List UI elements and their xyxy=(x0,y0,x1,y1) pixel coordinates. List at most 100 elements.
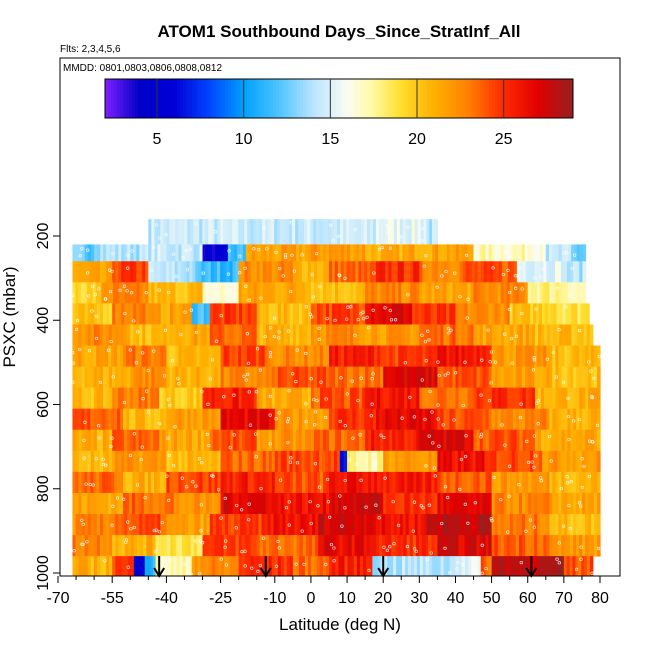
colorbar-swatch xyxy=(555,79,559,118)
heatmap-cell xyxy=(362,387,366,410)
sample-point xyxy=(579,545,583,549)
heatmap-cell xyxy=(310,408,315,431)
heatmap-cell xyxy=(428,429,432,452)
heatmap-cell xyxy=(356,345,360,367)
heatmap-cell xyxy=(229,535,234,557)
x-tick-label: 0 xyxy=(306,590,315,607)
heatmap-cell xyxy=(226,408,231,431)
heatmap-cell xyxy=(449,450,453,473)
heatmap-cell xyxy=(428,261,433,283)
heatmap-cell xyxy=(178,345,183,367)
heatmap-cell xyxy=(156,429,160,452)
sample-point xyxy=(475,571,480,575)
heatmap-cell xyxy=(205,366,210,389)
heatmap-cell xyxy=(220,535,225,557)
heatmap-cell xyxy=(385,535,389,557)
heatmap-cell xyxy=(103,556,107,576)
heatmap-cell xyxy=(154,324,158,346)
heatmap-cell xyxy=(193,244,198,262)
heatmap-cell xyxy=(242,244,247,262)
heatmap-cell xyxy=(383,244,388,262)
sample-point xyxy=(91,483,95,487)
heatmap-cell xyxy=(422,261,427,283)
heatmap-cell xyxy=(360,514,365,536)
heatmap-cell xyxy=(571,244,575,262)
heatmap-cell xyxy=(103,303,107,325)
heatmap-cell xyxy=(111,345,115,367)
heatmap-cell xyxy=(138,429,143,452)
sample-point xyxy=(302,562,306,567)
heatmap-cell xyxy=(250,535,255,557)
heatmap-cell xyxy=(247,556,252,576)
heatmap-cell xyxy=(579,492,583,515)
sample-point xyxy=(254,390,259,394)
sample-point xyxy=(514,286,518,290)
heatmap-cell xyxy=(431,387,435,410)
heatmap-cell xyxy=(581,450,586,473)
sample-point xyxy=(428,389,432,394)
heatmap-cell xyxy=(584,556,588,576)
heatmap-cell xyxy=(247,303,252,325)
heatmap-cell xyxy=(356,471,360,494)
heatmap-cell xyxy=(304,345,309,367)
heatmap-cell xyxy=(112,450,116,473)
colorbar-swatch xyxy=(330,79,334,118)
heatmap-cell xyxy=(169,219,173,245)
heatmap-cell xyxy=(280,219,284,245)
heatmap-cell xyxy=(190,535,195,557)
sample-point xyxy=(443,546,447,551)
heatmap-cell xyxy=(310,492,315,515)
sample-point xyxy=(207,443,211,448)
heatmap-cell xyxy=(458,492,463,515)
heatmap-cell xyxy=(93,387,98,410)
heatmap-cell xyxy=(157,324,161,346)
heatmap-cell xyxy=(539,303,543,325)
heatmap-cell xyxy=(438,244,442,262)
heatmap-cell xyxy=(576,345,580,367)
heatmap-cell xyxy=(383,450,387,473)
heatmap-cell xyxy=(578,556,582,576)
heatmap-cell xyxy=(321,535,325,557)
heatmap-cell xyxy=(375,261,380,283)
heatmap-cell xyxy=(503,303,508,325)
colorbar-swatch xyxy=(111,79,115,118)
sample-point xyxy=(430,410,434,414)
sample-point xyxy=(304,419,308,424)
heatmap-cell xyxy=(265,366,270,389)
heatmap-cell xyxy=(536,244,541,262)
heatmap-cell xyxy=(460,450,465,473)
plot-frame xyxy=(59,57,621,577)
sample-point xyxy=(388,308,392,313)
heatmap-cell xyxy=(307,244,312,262)
heatmap-cell xyxy=(431,535,435,557)
heatmap-cell xyxy=(345,514,350,536)
heatmap-cell xyxy=(365,282,369,304)
heatmap-cell xyxy=(579,261,584,283)
heatmap-cell xyxy=(428,345,432,367)
heatmap-cell xyxy=(354,514,359,536)
heatmap-cell xyxy=(324,535,328,557)
heatmap-cell xyxy=(226,492,231,515)
heatmap-cell xyxy=(300,514,304,536)
heatmap-cell xyxy=(401,345,405,367)
heatmap-cell xyxy=(377,345,381,367)
heatmap-cell xyxy=(275,535,279,557)
heatmap-cell xyxy=(292,492,297,515)
heatmap-cell xyxy=(93,450,98,473)
heatmap-cell xyxy=(364,408,368,431)
heatmap-cell xyxy=(114,345,118,367)
heatmap-cell xyxy=(215,556,219,576)
heatmap-cell xyxy=(395,366,399,389)
heatmap-cell xyxy=(531,492,535,515)
sample-point xyxy=(259,486,263,491)
heatmap-cell xyxy=(476,303,481,325)
heatmap-cell xyxy=(371,429,375,452)
heatmap-cell xyxy=(166,282,171,304)
heatmap-cell xyxy=(280,429,285,452)
sample-point xyxy=(567,503,571,508)
heatmap-cell xyxy=(256,492,261,515)
heatmap-cell xyxy=(322,219,326,245)
sample-point xyxy=(286,329,290,333)
heatmap-cell xyxy=(187,450,192,473)
